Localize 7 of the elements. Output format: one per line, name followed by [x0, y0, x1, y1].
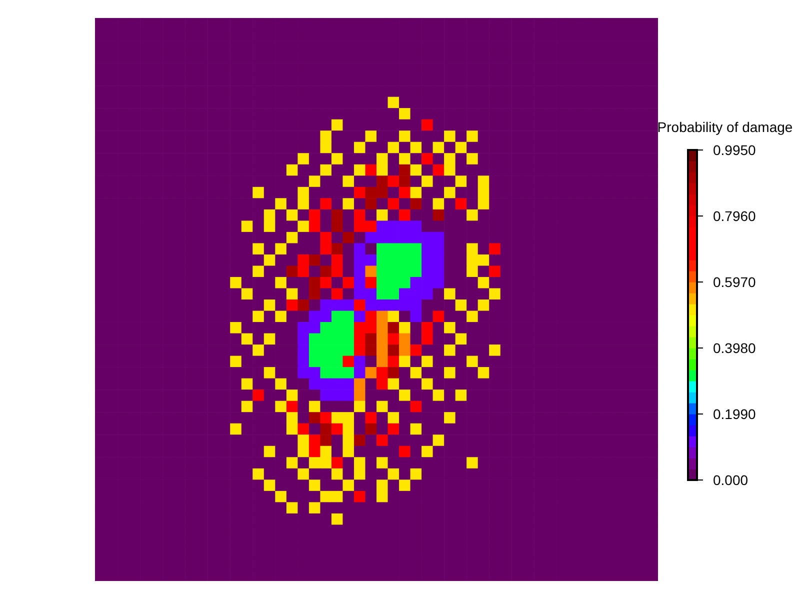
- color-bar-label: 0.9950: [713, 142, 756, 158]
- color-bar-label: 0.000: [713, 472, 748, 488]
- color-bar-title: Probability of damage: [657, 119, 793, 135]
- color-bar-label: 0.3980: [713, 340, 756, 356]
- color-bar-label: 0.7960: [713, 208, 756, 224]
- color-bar-label: 0.5970: [713, 274, 756, 290]
- color-bar-label: 0.1990: [713, 406, 756, 422]
